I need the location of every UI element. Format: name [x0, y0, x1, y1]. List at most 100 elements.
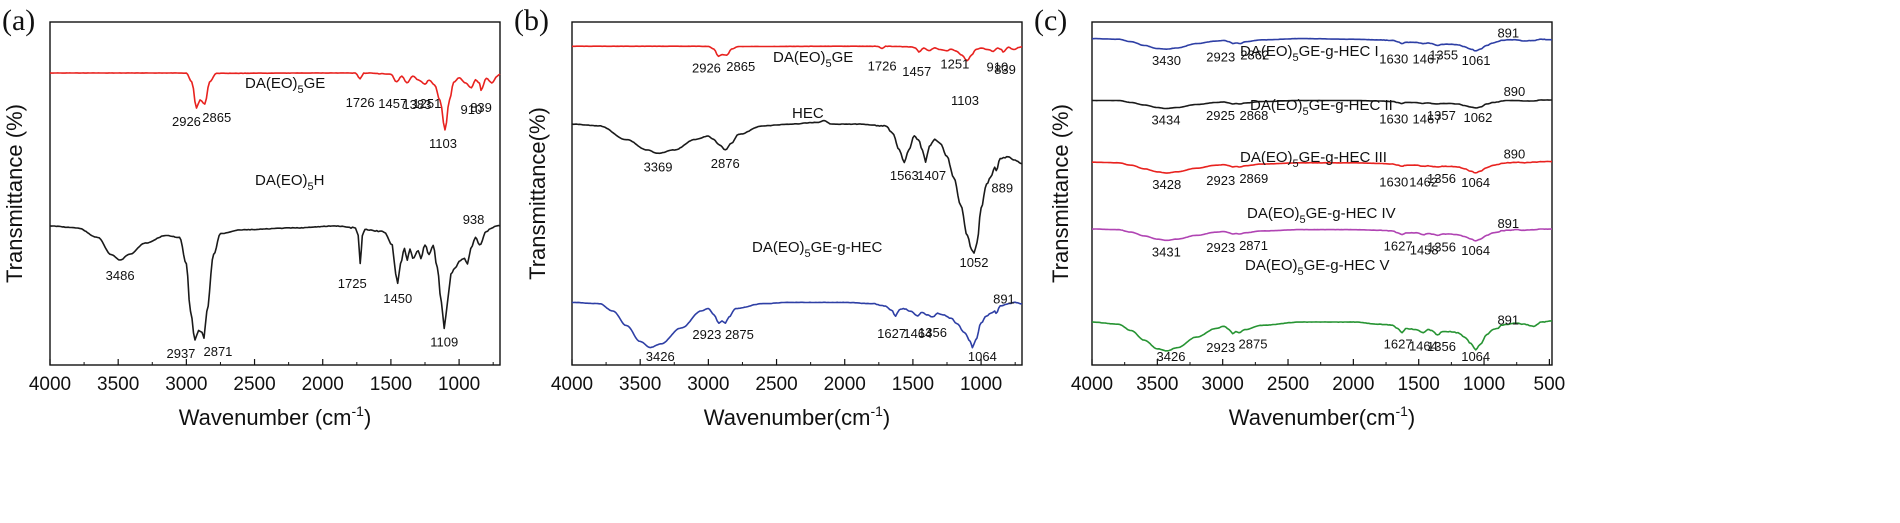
peak-label: 890 [1504, 147, 1526, 162]
peak-label: 1464 [903, 326, 932, 341]
x-tick-label: 2500 [233, 374, 275, 395]
peak-label: 889 [991, 181, 1013, 196]
peak-label: 2871 [1239, 238, 1268, 253]
peak-label: 2876 [711, 156, 740, 171]
x-tick-label: 1500 [370, 374, 412, 395]
peak-label: 1630 [1379, 52, 1408, 67]
x-tick-label: 4000 [29, 374, 71, 395]
peak-label: 839 [470, 100, 492, 115]
peak-label: 891 [1497, 216, 1519, 231]
spectrum-line [49, 72, 501, 131]
peak-label: 1563 [890, 168, 919, 183]
panel-0: (a) 4000 3500 3000 2500 2000 1500 1000 Wavenumbe… [2, 4, 501, 430]
peak-label: 2926 [172, 114, 201, 129]
peak-label: 3431 [1152, 244, 1181, 259]
peak-label: 2925 [1206, 108, 1235, 123]
peak-label: 890 [1504, 84, 1526, 99]
peak-label: 2865 [202, 110, 231, 125]
peak-label: 1103 [429, 136, 457, 151]
x-tick-label: 1000 [1463, 374, 1505, 395]
x-tick-label: 1000 [438, 374, 480, 395]
panel-label: (a) [2, 4, 35, 37]
series-label: DA(EO)5GE [773, 49, 853, 70]
x-tick-label: 4000 [1071, 374, 1113, 395]
panel-label: (b) [514, 4, 549, 37]
peak-label: 2865 [726, 59, 755, 74]
peak-label: 910 [987, 59, 1009, 74]
x-tick-label: 2000 [302, 374, 344, 395]
series-label: DA(EO)5GE-g-HEC III [1240, 149, 1387, 170]
x-tick-label: 1500 [1398, 374, 1440, 395]
series-label: DA(EO)5GE-g-HEC II [1250, 97, 1393, 118]
x-tick-label: 3000 [1202, 374, 1244, 395]
panel-2: (c) 4000 3500 3000 2500 2000 1500 1000 500 Wavenu… [1034, 4, 1565, 430]
peak-label: 2923 [1206, 50, 1235, 65]
plot-frame [571, 21, 1023, 366]
peak-label: 839 [994, 62, 1016, 77]
peak-label: 1462 [1409, 174, 1438, 189]
peak-label: 1383 [402, 97, 431, 112]
peak-label: 1061 [1462, 53, 1491, 68]
peak-label: 1450 [383, 291, 412, 306]
peak-label: 1064 [1461, 175, 1490, 190]
peak-label: 1457 [902, 64, 931, 79]
x-tick-label: 3500 [619, 374, 661, 395]
peak-label: 1356 [1427, 339, 1456, 354]
peak-label: 1457 [378, 96, 407, 111]
spectrum-line [571, 119, 1023, 254]
x-axis-label: Wavenumber(cm-1) [1229, 403, 1415, 430]
peak-label: 1356 [1427, 239, 1456, 254]
spectrum-line [1091, 99, 1552, 110]
peak-label: 3428 [1152, 177, 1181, 192]
peak-label: 2871 [203, 344, 232, 359]
peak-label: 891 [993, 291, 1015, 306]
series-label: DA(EO)5GE-g-HEC V [1245, 257, 1389, 278]
peak-label: 1052 [960, 255, 989, 270]
x-tick-label: 3500 [1136, 374, 1178, 395]
peak-label: 1064 [1461, 243, 1490, 258]
series-label: DA(EO)5GE-g-HEC I [1240, 43, 1379, 64]
peak-label: 2868 [1239, 108, 1268, 123]
x-axis-label: Wavenumber (cm-1) [179, 403, 372, 430]
peak-label: 3486 [106, 268, 135, 283]
x-tick-label: 2500 [755, 374, 797, 395]
peak-label: 2926 [692, 60, 721, 75]
peak-label: 3430 [1152, 53, 1181, 68]
spectrum-line [1091, 228, 1553, 242]
peak-label: 1355 [1429, 47, 1458, 62]
peak-label: 1726 [346, 95, 375, 110]
peak-label: 1064 [968, 349, 997, 364]
peak-label: 2875 [1239, 337, 1268, 352]
spectrum-line [1092, 37, 1553, 52]
panel-label: (c) [1034, 4, 1067, 37]
peak-label: 2923 [1206, 173, 1235, 188]
spectrum-line [1092, 160, 1552, 174]
peak-label: 1251 [940, 57, 969, 72]
peak-label: 938 [463, 212, 485, 227]
series-label: DA(EO)5H [255, 172, 324, 193]
y-axis-label: Transmittance (%) [1048, 104, 1073, 283]
panel-1: (b) 4000 3500 3000 2500 2000 1500 1000 Wavenumbe… [514, 4, 1023, 430]
peak-label: 891 [1497, 312, 1519, 327]
x-tick-label: 2000 [824, 374, 866, 395]
peak-label: 1467 [1413, 52, 1442, 67]
plot-frame [49, 21, 501, 366]
peak-label: 1630 [1379, 112, 1408, 127]
peak-label: 2937 [166, 346, 195, 361]
peak-label: 1064 [1461, 349, 1490, 364]
series-label: DA(EO)5GE-g-HEC [752, 239, 882, 260]
x-tick-label: 2000 [1332, 374, 1374, 395]
peak-label: 2923 [1206, 240, 1235, 255]
peak-label: 1357 [1427, 108, 1456, 123]
peak-label: 1109 [430, 335, 458, 350]
peak-label: 3434 [1152, 113, 1181, 128]
x-tick-label: 3000 [165, 374, 207, 395]
peak-label: 1627 [877, 326, 906, 341]
spectrum-line [571, 301, 1023, 349]
spectrum-line [572, 45, 1023, 62]
peak-label: 3426 [646, 349, 675, 364]
series-label: DA(EO)5GE-g-HEC IV [1247, 205, 1396, 226]
peak-label: 1407 [917, 168, 946, 183]
y-axis-label: Transmittance(%) [525, 107, 550, 280]
peak-label: 1062 [1463, 110, 1492, 125]
